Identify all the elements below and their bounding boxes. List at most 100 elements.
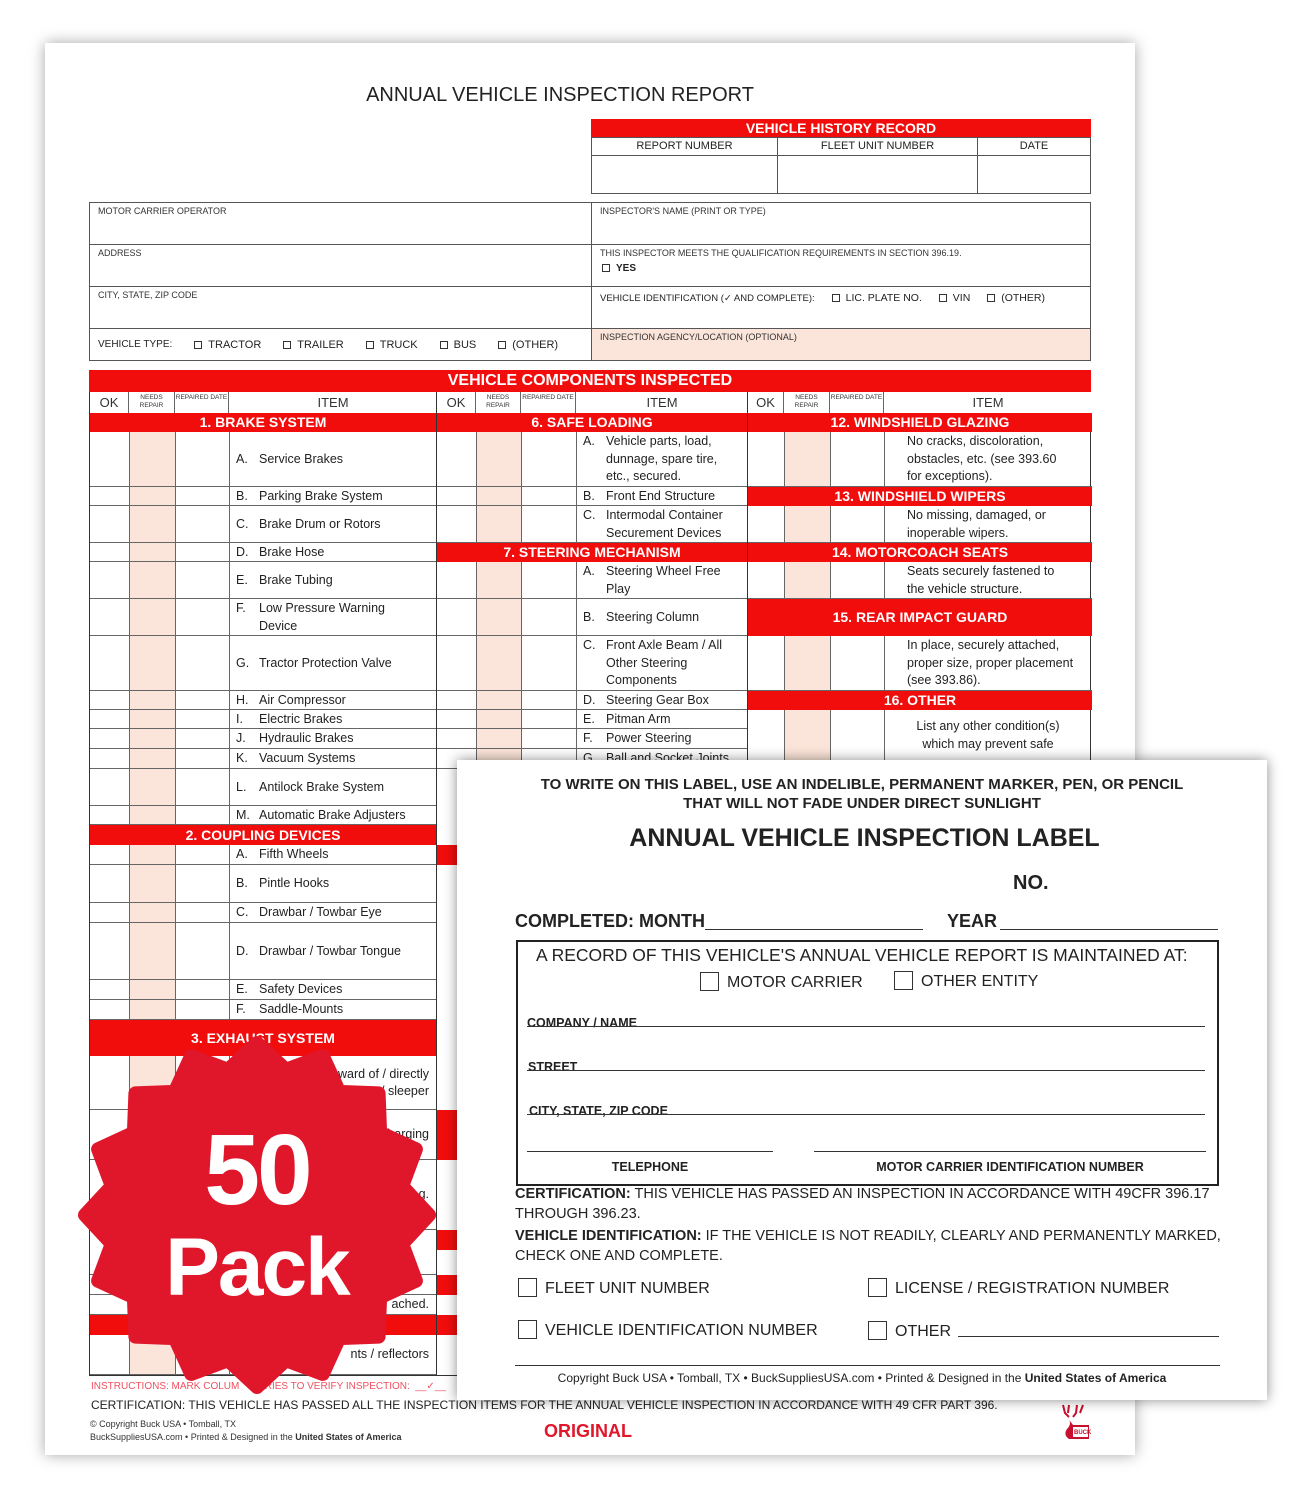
ok-checkbox-cell[interactable] — [437, 506, 476, 543]
city-input[interactable] — [527, 1114, 1205, 1115]
repaired-date-cell[interactable] — [521, 691, 576, 710]
ok-checkbox-cell[interactable] — [90, 769, 129, 806]
repaired-date-cell[interactable] — [521, 710, 576, 729]
checkbox-icon[interactable] — [938, 294, 947, 302]
repaired-date-cell[interactable] — [175, 749, 229, 769]
needs-repair-cell[interactable] — [784, 636, 830, 691]
needs-repair-cell[interactable] — [129, 1000, 175, 1020]
needs-repair-cell[interactable] — [129, 599, 175, 636]
report-number-field[interactable]: REPORT NUMBER — [591, 137, 778, 194]
needs-repair-cell[interactable] — [476, 710, 521, 729]
checkbox-icon[interactable] — [868, 1321, 887, 1340]
repaired-date-cell[interactable] — [175, 845, 229, 865]
needs-repair-cell[interactable] — [129, 865, 175, 903]
repaired-date-cell[interactable] — [521, 729, 576, 749]
ok-checkbox-cell[interactable] — [437, 487, 476, 506]
other-option[interactable]: OTHER — [868, 1321, 951, 1341]
needs-repair-cell[interactable] — [784, 506, 830, 543]
repaired-date-cell[interactable] — [175, 729, 229, 749]
repaired-date-cell[interactable] — [175, 487, 229, 506]
vehicle-type-truck[interactable]: TRUCK — [365, 339, 418, 351]
ok-checkbox-cell[interactable] — [90, 903, 129, 923]
street-input[interactable] — [527, 1070, 1205, 1071]
checkbox-icon[interactable] — [518, 1320, 537, 1339]
ok-checkbox-cell[interactable] — [90, 432, 129, 487]
ok-checkbox-cell[interactable] — [90, 806, 129, 825]
repaired-date-cell[interactable] — [830, 636, 884, 691]
checkbox-icon[interactable] — [365, 340, 374, 349]
repaired-date-cell[interactable] — [175, 710, 229, 729]
vehicle-type-other[interactable]: (OTHER) — [498, 339, 558, 351]
repaired-date-cell[interactable] — [175, 865, 229, 903]
mcin-input[interactable] — [814, 1151, 1206, 1152]
inspection-agency-field[interactable]: INSPECTION AGENCY/LOCATION (OPTIONAL) — [591, 328, 1091, 361]
ok-checkbox-cell[interactable] — [748, 562, 784, 599]
ok-checkbox-cell[interactable] — [90, 1000, 129, 1020]
repaired-date-cell[interactable] — [521, 432, 576, 487]
checkbox-icon[interactable] — [700, 972, 719, 991]
needs-repair-cell[interactable] — [476, 506, 521, 543]
ok-checkbox-cell[interactable] — [437, 432, 476, 487]
fleet-unit-option[interactable]: FLEET UNIT NUMBER — [518, 1278, 710, 1298]
repaired-date-cell[interactable] — [521, 562, 576, 599]
date-field[interactable]: DATE — [977, 137, 1091, 194]
needs-repair-cell[interactable] — [476, 599, 521, 636]
repaired-date-cell[interactable] — [175, 432, 229, 487]
needs-repair-cell[interactable] — [129, 903, 175, 923]
repaired-date-cell[interactable] — [175, 980, 229, 1000]
month-input[interactable] — [705, 929, 923, 930]
needs-repair-cell[interactable] — [784, 432, 830, 487]
vin-option[interactable]: VEHICLE IDENTIFICATION NUMBER — [518, 1320, 818, 1340]
checkbox-icon[interactable] — [894, 971, 913, 990]
checkbox-icon[interactable] — [987, 294, 996, 302]
repaired-date-cell[interactable] — [175, 1000, 229, 1020]
ok-checkbox-cell[interactable] — [90, 506, 129, 543]
repaired-date-cell[interactable] — [175, 543, 229, 562]
checkbox-icon[interactable] — [602, 264, 610, 272]
repaired-date-cell[interactable] — [521, 487, 576, 506]
ok-checkbox-cell[interactable] — [748, 432, 784, 487]
repaired-date-cell[interactable] — [830, 506, 884, 543]
ok-checkbox-cell[interactable] — [90, 562, 129, 599]
checkbox-icon[interactable] — [194, 340, 203, 349]
repaired-date-cell[interactable] — [830, 432, 884, 487]
city-field[interactable]: CITY, STATE, ZIP CODE — [89, 286, 592, 329]
needs-repair-cell[interactable] — [784, 562, 830, 599]
ok-checkbox-cell[interactable] — [748, 506, 784, 543]
address-field[interactable]: ADDRESS — [89, 244, 592, 287]
ok-checkbox-cell[interactable] — [437, 710, 476, 729]
needs-repair-cell[interactable] — [129, 710, 175, 729]
ok-checkbox-cell[interactable] — [90, 749, 129, 769]
motor-carrier-field[interactable]: MOTOR CARRIER OPERATOR — [89, 202, 592, 245]
ok-checkbox-cell[interactable] — [90, 710, 129, 729]
needs-repair-cell[interactable] — [476, 729, 521, 749]
ok-checkbox-cell[interactable] — [90, 923, 129, 980]
repaired-date-cell[interactable] — [175, 599, 229, 636]
vehicle-type-tractor[interactable]: TRACTOR — [194, 339, 261, 351]
other-input[interactable] — [958, 1336, 1219, 1337]
needs-repair-cell[interactable] — [476, 636, 521, 691]
company-input[interactable] — [527, 1026, 1205, 1027]
repaired-date-cell[interactable] — [175, 903, 229, 923]
checkbox-icon[interactable] — [518, 1278, 537, 1297]
checkbox-icon[interactable] — [283, 340, 292, 349]
needs-repair-cell[interactable] — [129, 769, 175, 806]
needs-repair-cell[interactable] — [129, 691, 175, 710]
repaired-date-cell[interactable] — [521, 506, 576, 543]
ok-checkbox-cell[interactable] — [437, 691, 476, 710]
ok-checkbox-cell[interactable] — [90, 599, 129, 636]
vehicle-type-trailer[interactable]: TRAILER — [283, 339, 344, 351]
needs-repair-cell[interactable] — [129, 845, 175, 865]
yes-option[interactable]: YES — [592, 261, 1090, 276]
needs-repair-cell[interactable] — [129, 923, 175, 980]
other-entity-option[interactable]: OTHER ENTITY — [894, 971, 1038, 991]
repaired-date-cell[interactable] — [521, 636, 576, 691]
ok-checkbox-cell[interactable] — [437, 636, 476, 691]
checkbox-icon[interactable] — [868, 1278, 887, 1297]
year-input[interactable] — [1000, 929, 1218, 930]
needs-repair-cell[interactable] — [129, 729, 175, 749]
repaired-date-cell[interactable] — [175, 562, 229, 599]
needs-repair-cell[interactable] — [476, 487, 521, 506]
needs-repair-cell[interactable] — [129, 487, 175, 506]
ok-checkbox-cell[interactable] — [90, 487, 129, 506]
